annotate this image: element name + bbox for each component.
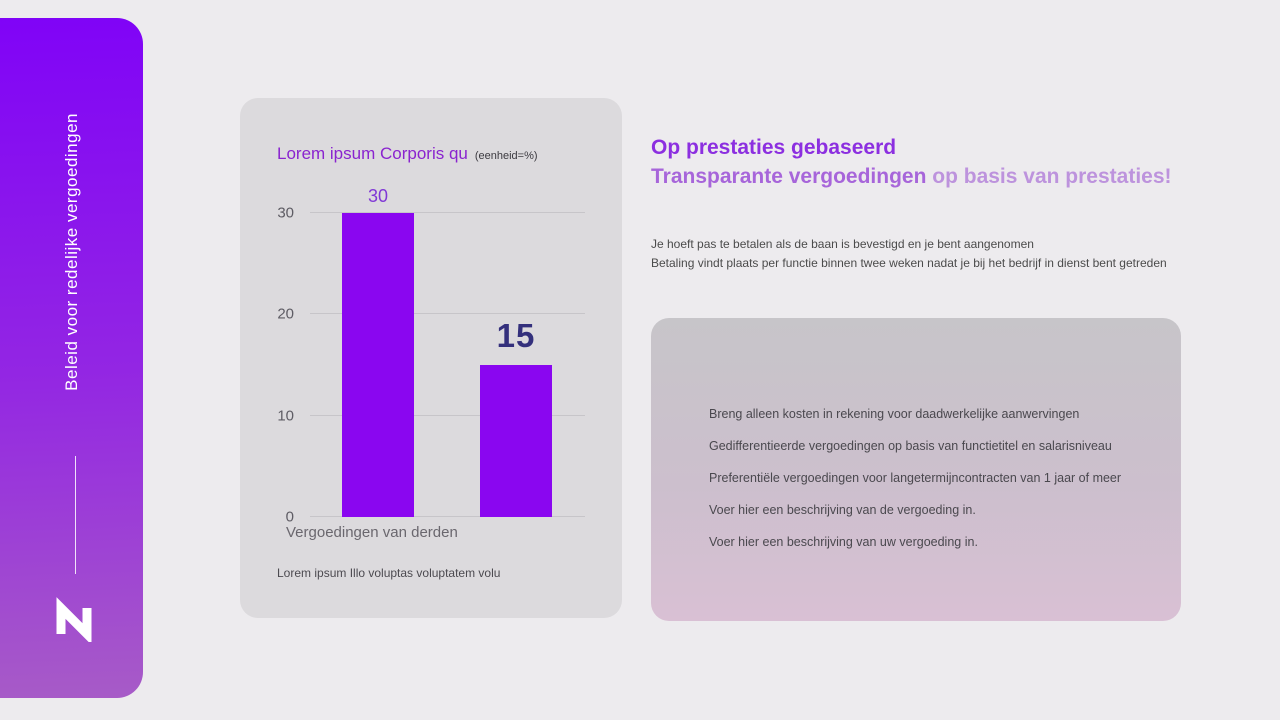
- list-item: Gedifferentieerde vergoedingen op basis …: [709, 439, 1112, 453]
- chart-card: Lorem ipsum Corporis qu (eenheid=%) 0 10 2…: [240, 98, 622, 618]
- gridline: [310, 414, 585, 416]
- gridline: [310, 313, 585, 315]
- y-tick-label: 30: [277, 204, 294, 222]
- gridline: [310, 516, 585, 517]
- y-tick-label: 0: [285, 508, 294, 526]
- gridline: [310, 212, 585, 213]
- chart-x-axis-label: Vergoedingen van derden: [286, 524, 458, 541]
- intro-line-1: Je hoeft pas te betalen als de baan is b…: [651, 237, 1034, 251]
- subheading-primary: Transparante vergoedingen: [651, 165, 927, 188]
- bar-value-label: 15: [496, 317, 536, 354]
- benefits-list: Breng alleen kosten in rekening voor daa…: [709, 398, 1121, 558]
- intro-line-2: Betaling vindt plaats per functie binnen…: [651, 256, 1167, 270]
- y-tick-label: 20: [277, 305, 294, 323]
- intro-paragraph: Je hoeft pas te betalen als de baan is b…: [651, 235, 1167, 273]
- y-tick-label: 10: [277, 407, 294, 425]
- chart-caption: Lorem ipsum Illo voluptas voluptatem vol…: [277, 566, 501, 580]
- chart-y-axis: 0 10 20 30: [240, 205, 306, 526]
- list-item: Voer hier een beschrijving van uw vergoe…: [709, 535, 978, 549]
- chart-bar: 30: [342, 186, 414, 517]
- sidebar: Beleid voor redelijke vergoedingen: [0, 18, 143, 698]
- section-subheading: Transparante vergoedingen op basis van p…: [651, 165, 1172, 189]
- list-item: Voer hier een beschrijving van de vergoe…: [709, 503, 976, 517]
- chart-bar: 15: [480, 317, 552, 517]
- sidebar-vertical-title: Beleid voor redelijke vergoedingen: [62, 113, 81, 391]
- sidebar-divider-line: [75, 456, 76, 574]
- list-item: Breng alleen kosten in rekening voor daa…: [709, 407, 1080, 421]
- chart-plot: 30 15: [310, 186, 585, 517]
- bar-value-label: 30: [367, 186, 389, 206]
- list-item: Preferentiële vergoedingen voor langeter…: [709, 471, 1122, 485]
- chart-title-row: Lorem ipsum Corporis qu (eenheid=%): [277, 144, 538, 164]
- benefits-card: Breng alleen kosten in rekening voor daa…: [651, 318, 1181, 621]
- chart-title: Lorem ipsum Corporis qu: [277, 144, 468, 163]
- section-heading: Op prestaties gebaseerd: [651, 136, 897, 159]
- chart-unit-note: (eenheid=%): [474, 150, 538, 162]
- subheading-secondary: op basis van prestaties!: [926, 165, 1172, 188]
- brand-logo-icon: [52, 596, 104, 645]
